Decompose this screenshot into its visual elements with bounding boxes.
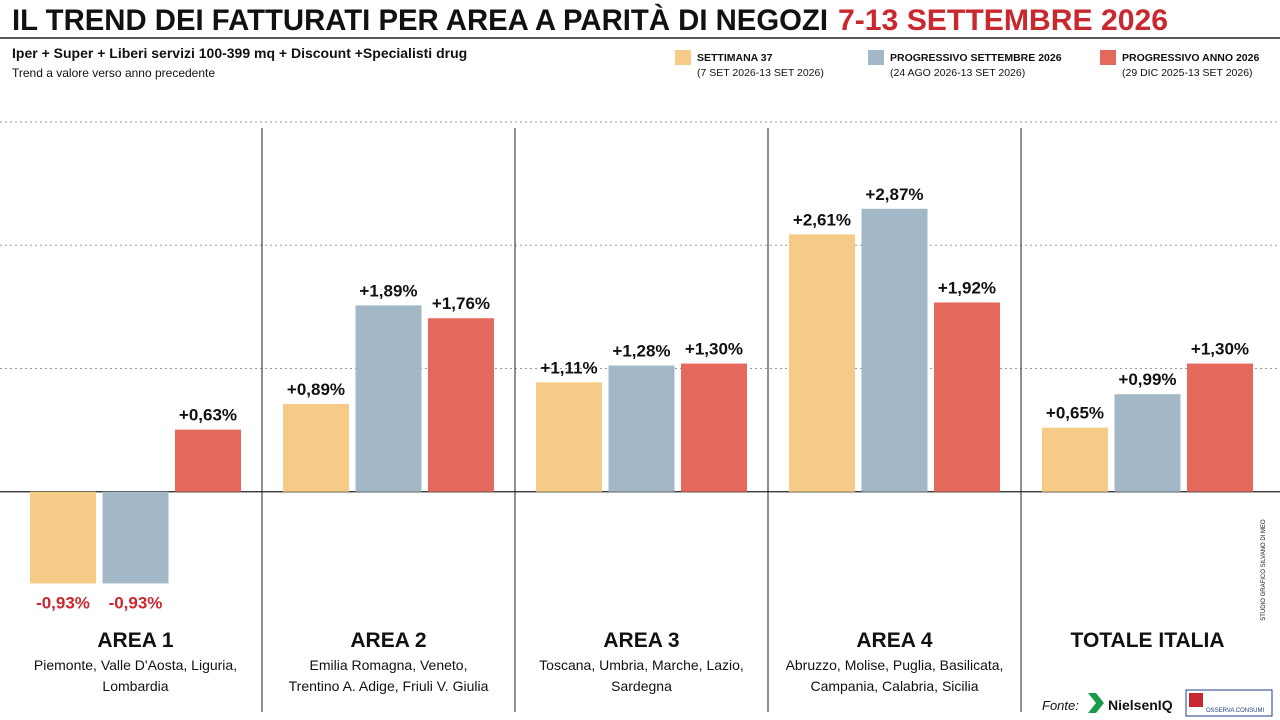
bar — [536, 382, 602, 492]
bar — [934, 302, 1000, 492]
value-label: +1,30% — [685, 340, 743, 359]
partner-icon — [1189, 693, 1203, 707]
legend-period: (29 DIC 2025-13 SET 2026) — [1122, 67, 1253, 79]
bar — [681, 363, 747, 492]
value-label: +0,99% — [1118, 370, 1176, 389]
legend-label: SETTIMANA 37 — [697, 52, 773, 64]
value-label: +1,28% — [612, 342, 670, 361]
category-note: Piemonte, Valle D'Aosta, Liguria, — [34, 657, 237, 673]
value-label: -0,93% — [109, 593, 163, 612]
bar — [861, 208, 928, 492]
x-tick-label: AREA 4 — [856, 629, 933, 652]
legend-label: PROGRESSIVO ANNO 2026 — [1122, 52, 1259, 64]
value-label: +0,65% — [1046, 404, 1104, 423]
category-note: Campania, Calabria, Sicilia — [810, 678, 978, 694]
value-label: +1,76% — [432, 294, 490, 313]
value-label: -0,93% — [36, 593, 90, 612]
value-label: +0,89% — [287, 380, 345, 399]
x-tick-label: AREA 1 — [97, 629, 174, 652]
source: NielsenIQ — [1108, 697, 1173, 713]
credit: STUDIO GRAFICO SILVANO DI MEO — [1261, 519, 1267, 621]
bar — [1042, 427, 1108, 492]
category-note: Toscana, Umbria, Marche, Lazio, — [539, 657, 744, 673]
bar — [30, 491, 96, 584]
title-main: IL TREND DEI FATTURATI PER AREA A PARITÀ… — [12, 3, 828, 37]
title-highlight: 7-13 SETTEMBRE 2026 — [838, 4, 1168, 37]
bar — [283, 403, 349, 492]
legend-period: (24 AGO 2026-13 SET 2026) — [890, 67, 1025, 79]
value-label: +2,61% — [793, 210, 851, 229]
value-label: +1,11% — [540, 358, 597, 377]
chart-title: IL TREND DEI FATTURATI PER AREA A PARITÀ… — [12, 3, 1168, 37]
source-label: Fonte: — [1042, 698, 1079, 713]
bar — [102, 491, 169, 584]
x-tick-label: AREA 3 — [603, 629, 679, 652]
value-label: +1,30% — [1191, 340, 1249, 359]
category-note: Abruzzo, Molise, Puglia, Basilicata, — [786, 657, 1004, 673]
value-label: +2,87% — [865, 185, 923, 204]
legend-period: (7 SET 2026-13 SET 2026) — [697, 67, 824, 79]
bar — [789, 234, 855, 492]
x-tick-label: TOTALE ITALIA — [1071, 629, 1225, 652]
legend-swatch — [868, 50, 884, 65]
partner: OSSERVA CONSUMI — [1206, 708, 1264, 714]
legend-swatch — [675, 50, 691, 65]
legend-swatch — [1100, 50, 1116, 65]
value-label: +1,89% — [359, 281, 417, 300]
bar — [608, 365, 675, 492]
subtitle2: Trend a valore verso anno precedente — [12, 66, 215, 80]
category-note: Trentino A. Adige, Friuli V. Giulia — [289, 678, 489, 694]
category-note: Emilia Romagna, Veneto, — [310, 657, 468, 673]
x-tick-label: AREA 2 — [350, 629, 426, 652]
category-note: Sardegna — [611, 678, 672, 694]
value-label: +0,63% — [179, 406, 237, 425]
value-label: +1,92% — [938, 278, 996, 297]
bar — [1187, 363, 1253, 492]
bar — [1114, 394, 1181, 492]
bar — [428, 318, 494, 492]
bar — [175, 429, 241, 492]
bar — [355, 305, 422, 492]
subtitle: Iper + Super + Liberi servizi 100-399 mq… — [12, 45, 467, 61]
category-note: Lombardia — [102, 678, 168, 694]
nielsen-logo — [1088, 693, 1104, 713]
legend-label: PROGRESSIVO SETTEMBRE 2026 — [890, 52, 1062, 64]
